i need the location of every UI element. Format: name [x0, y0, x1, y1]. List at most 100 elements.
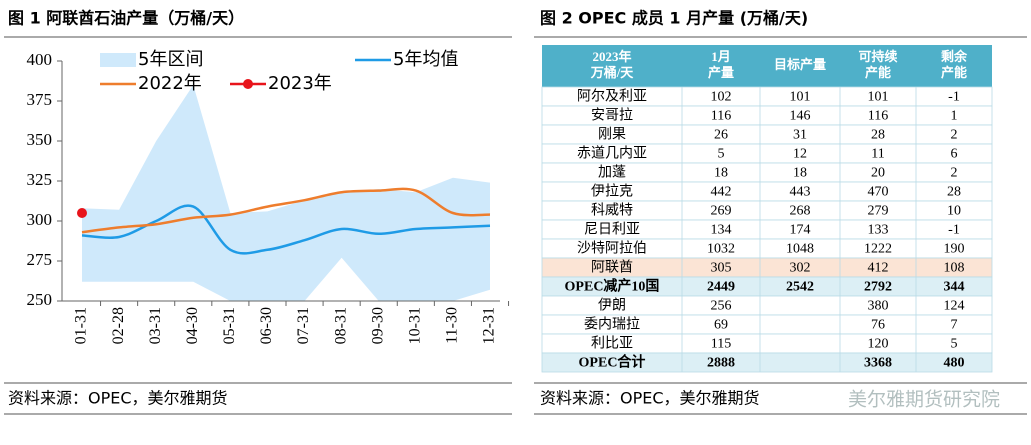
table-cell: 委内瑞拉	[584, 317, 640, 333]
watermark: 美尔雅期货研究院	[848, 389, 1000, 411]
table-header: 目标产量	[774, 57, 826, 72]
table-cell: 31	[793, 128, 807, 143]
x-tick-label: 01-31	[73, 307, 90, 344]
table-cell: 1	[951, 109, 958, 124]
table-cell: 101	[868, 90, 889, 105]
legend-label: 5年区间	[138, 49, 203, 70]
legend-label: 2022年	[138, 73, 202, 94]
x-tick-label: 09-30	[369, 307, 386, 344]
table-cell: 12	[793, 147, 807, 162]
table-cell: 刚果	[598, 127, 626, 143]
y-tick-label: 300	[27, 210, 53, 229]
table-cell: 28	[871, 128, 885, 143]
table-cell: 10	[947, 204, 961, 219]
table-cell: 124	[944, 299, 965, 314]
chart-title: 图 1 阿联酋石油产量（万桶/天）	[8, 9, 244, 28]
table-cell: 尼日利亚	[584, 222, 640, 238]
y-tick-label: 250	[27, 290, 53, 309]
legend-swatch	[100, 53, 136, 67]
table-cell: 380	[868, 299, 889, 314]
table-cell: 伊拉克	[591, 184, 633, 200]
x-tick-label: 11-30	[444, 307, 461, 344]
table-cell: 5	[718, 147, 725, 162]
table-cell: 256	[711, 299, 732, 314]
table-cell: 3368	[864, 356, 892, 371]
x-tick-label: 07-31	[295, 307, 312, 344]
table-header: 2023年	[592, 49, 631, 64]
table-cell: 480	[944, 356, 965, 371]
table-cell: 69	[714, 318, 728, 333]
table-header: 产能	[941, 65, 967, 80]
y-tick-label: 400	[27, 50, 53, 69]
table-cell: 133	[868, 223, 889, 238]
table-cell: 5	[951, 337, 958, 352]
source: 资料来源：OPEC，美尔雅期货	[8, 389, 228, 408]
table-cell: 阿尔及利亚	[577, 89, 647, 105]
table-cell: 18	[714, 166, 728, 181]
table-cell: 28	[947, 185, 961, 200]
y-tick-label: 350	[27, 130, 53, 149]
table-cell: 115	[711, 337, 731, 352]
y-tick-label: 325	[27, 170, 53, 189]
series-point	[77, 208, 87, 218]
table-cell: 2792	[864, 280, 892, 295]
table-cell: OPEC减产10国	[565, 278, 660, 295]
table-cell: 120	[868, 337, 889, 352]
table-cell: 116	[711, 109, 731, 124]
x-tick-label: 03-31	[147, 307, 164, 344]
series-line	[81, 204, 491, 255]
source: 资料来源：OPEC，美尔雅期货	[540, 389, 760, 408]
table-cell: 108	[944, 261, 965, 276]
table-cell: 2	[951, 166, 958, 181]
table-cell: 7	[951, 318, 958, 333]
x-tick-label: 12-31	[481, 307, 498, 344]
table-cell: 赤道几内亚	[577, 146, 647, 162]
table-cell: 101	[790, 90, 811, 105]
table-cell: 146	[790, 109, 811, 124]
table-header: 剩余	[941, 49, 968, 64]
series-line	[81, 187, 491, 234]
table-cell: 阿联酋	[591, 259, 633, 276]
table-cell: -1	[948, 90, 960, 105]
legend-marker	[243, 79, 253, 89]
table-cell: 2449	[707, 280, 735, 295]
table-cell: 269	[711, 204, 732, 219]
table-cell: 302	[790, 261, 811, 276]
x-tick-label: 04-30	[184, 307, 201, 344]
table-cell: 190	[944, 242, 965, 257]
table-cell: 2888	[707, 356, 735, 371]
table-cell: -1	[948, 223, 960, 238]
table-cell: 安哥拉	[591, 108, 633, 124]
table-header: 万桶/天	[590, 65, 635, 80]
table-cell: 1048	[786, 242, 814, 257]
table-cell: 134	[711, 223, 732, 238]
table-cell: 沙特阿拉伯	[577, 241, 647, 257]
table-cell: 20	[871, 166, 885, 181]
y-tick-label: 375	[27, 90, 53, 109]
table-title: 图 2 OPEC 成员 1 月产量 (万桶/天)	[540, 9, 808, 28]
x-tick-label: 10-31	[406, 307, 423, 344]
table-cell: 科威特	[591, 203, 633, 219]
table-header: 可持续	[858, 49, 897, 64]
table-cell: 344	[944, 280, 965, 295]
table-cell: 11	[871, 147, 884, 162]
range-area	[82, 85, 490, 301]
table-cell: 412	[868, 261, 889, 276]
table-cell: 2542	[786, 280, 814, 295]
table-cell: 76	[871, 318, 885, 333]
table-cell: 442	[711, 185, 732, 200]
table-cell: 1222	[864, 242, 892, 257]
table-cell: 305	[711, 261, 732, 276]
table-cell: 加蓬	[598, 165, 626, 181]
table-cell: 1032	[707, 242, 735, 257]
table-cell: 6	[951, 147, 958, 162]
table-cell: 268	[790, 204, 811, 219]
table-cell: 470	[868, 185, 889, 200]
table-header: 产量	[708, 65, 734, 80]
table-cell: 利比亚	[591, 336, 633, 352]
x-tick-label: 06-30	[258, 307, 275, 344]
table-header: 产能	[865, 65, 891, 80]
x-tick-label: 05-31	[221, 307, 238, 344]
table-cell: 116	[868, 109, 888, 124]
